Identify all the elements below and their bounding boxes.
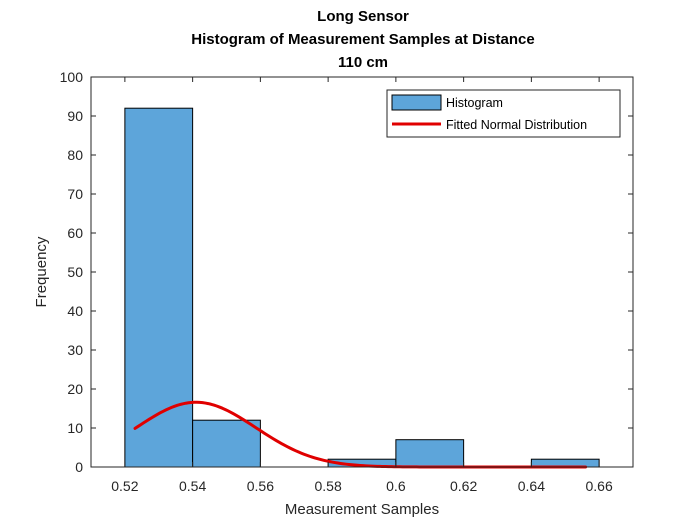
y-tick-label: 40: [67, 303, 83, 319]
y-tick-label: 60: [67, 225, 83, 241]
x-axis-ticks: 0.52 0.54 0.56 0.58 0.6 0.62 0.64 0.66: [111, 77, 613, 494]
x-tick-label: 0.6: [386, 478, 406, 494]
x-tick-label: 0.52: [111, 478, 138, 494]
legend-histogram-swatch: [391, 94, 442, 111]
y-tick-label: 100: [60, 69, 84, 85]
x-axis-label: Measurement Samples: [285, 501, 439, 518]
y-tick-label: 50: [67, 264, 83, 280]
histogram-bar-4: [395, 439, 465, 468]
x-tick-label: 0.66: [586, 478, 613, 494]
x-tick-label: 0.58: [315, 478, 342, 494]
y-tick-label: 0: [75, 459, 83, 475]
y-tick-label: 80: [67, 147, 83, 163]
legend-fitted-label: Fitted Normal Distribution: [446, 118, 587, 132]
legend-histogram-label: Histogram: [446, 96, 503, 110]
histogram-bars: [124, 107, 600, 468]
y-axis-ticks: 0 10 20 30 40 50 60 70 80 90 100: [60, 69, 633, 475]
y-tick-label: 90: [67, 108, 83, 124]
y-axis-label: Frequency: [33, 236, 50, 307]
y-tick-label: 10: [67, 420, 83, 436]
y-tick-label: 20: [67, 381, 83, 397]
y-tick-label: 70: [67, 186, 83, 202]
x-tick-label: 0.56: [247, 478, 274, 494]
histogram-bar-1: [192, 419, 261, 468]
legend: Histogram Fitted Normal Distribution: [386, 89, 621, 138]
histogram-bar-0: [124, 107, 194, 468]
x-tick-label: 0.54: [179, 478, 206, 494]
x-tick-label: 0.62: [450, 478, 477, 494]
y-tick-label: 30: [67, 342, 83, 358]
chart-title-line-2: Histogram of Measurement Samples at Dist…: [191, 31, 534, 48]
chart-title-line-3: 110 cm: [338, 54, 388, 71]
x-tick-label: 0.64: [518, 478, 545, 494]
chart-title-line-1: Long Sensor: [317, 8, 409, 25]
